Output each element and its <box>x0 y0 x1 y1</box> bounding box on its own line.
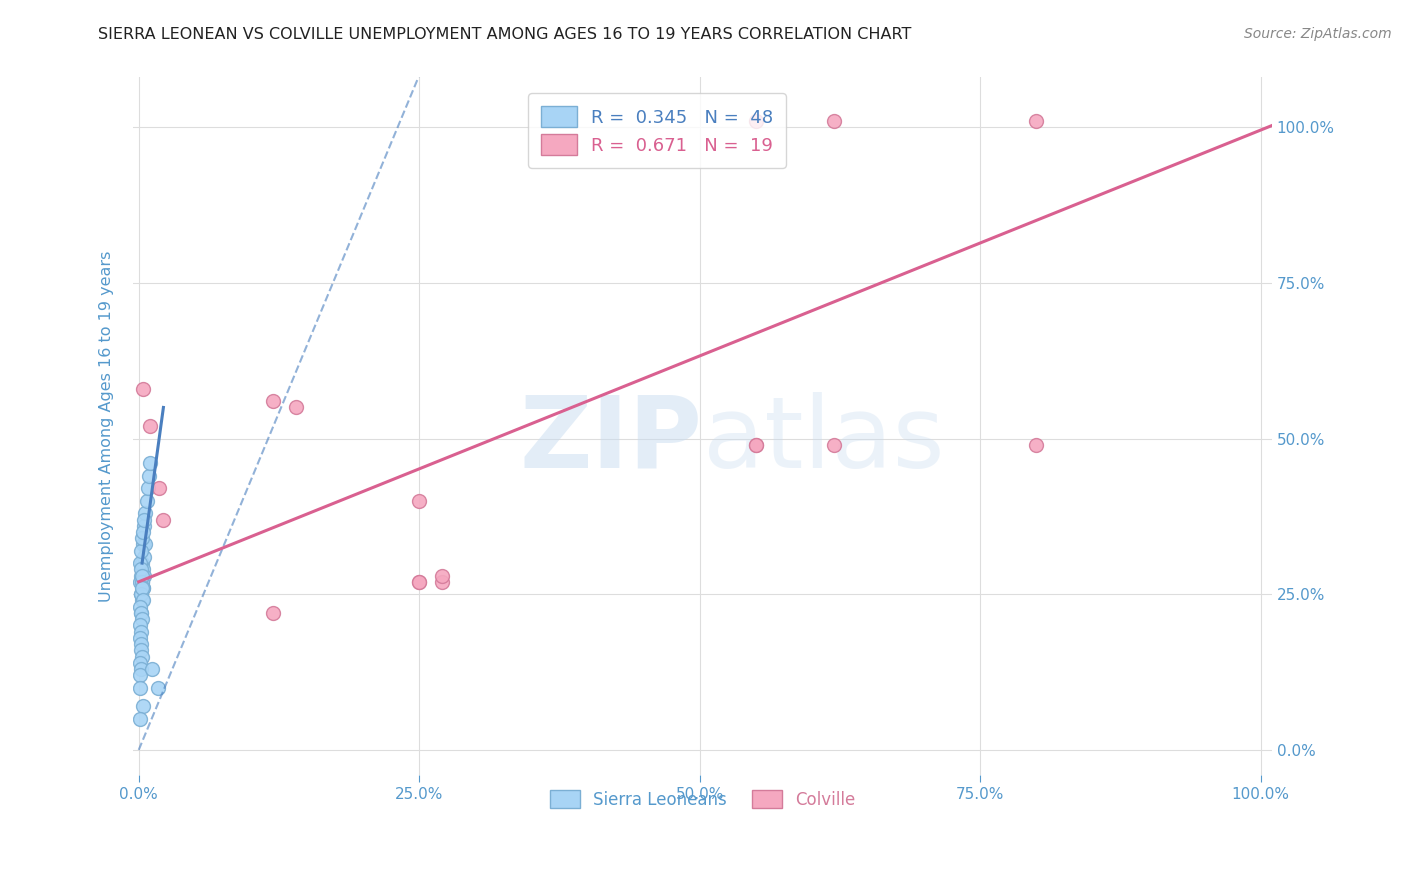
Y-axis label: Unemployment Among Ages 16 to 19 years: Unemployment Among Ages 16 to 19 years <box>100 251 114 602</box>
Point <box>262 394 284 409</box>
Point <box>284 401 307 415</box>
Point <box>128 599 150 614</box>
Legend: Sierra Leoneans, Colville: Sierra Leoneans, Colville <box>543 784 862 815</box>
Point <box>129 587 152 601</box>
Point <box>131 593 153 607</box>
Point <box>823 438 845 452</box>
Point <box>139 457 162 471</box>
Point <box>131 581 153 595</box>
Point <box>131 574 153 589</box>
Point <box>134 506 156 520</box>
Point <box>128 631 150 645</box>
Point <box>136 482 159 496</box>
Point <box>131 649 153 664</box>
Point <box>134 549 156 564</box>
Point <box>134 512 156 526</box>
Point <box>134 518 156 533</box>
Point <box>134 568 156 582</box>
Text: Source: ZipAtlas.com: Source: ZipAtlas.com <box>1244 27 1392 41</box>
Point <box>138 469 160 483</box>
Point <box>430 574 453 589</box>
Point <box>430 568 453 582</box>
Point <box>132 581 155 595</box>
Point <box>129 587 152 601</box>
Point <box>745 438 768 452</box>
Point <box>128 712 150 726</box>
Point <box>129 568 152 582</box>
Point <box>129 606 152 620</box>
Point <box>1025 114 1047 128</box>
Point <box>146 681 169 695</box>
Point <box>132 699 155 714</box>
Point <box>129 624 152 639</box>
Text: ZIP: ZIP <box>520 392 703 489</box>
Point <box>132 382 155 396</box>
Point <box>262 606 284 620</box>
Point <box>132 562 155 576</box>
Point <box>141 662 163 676</box>
Point <box>128 668 150 682</box>
Point <box>745 438 768 452</box>
Point <box>128 681 150 695</box>
Point <box>132 593 155 607</box>
Point <box>128 574 150 589</box>
Point <box>408 574 430 589</box>
Point <box>134 537 156 551</box>
Point <box>139 419 162 434</box>
Point <box>128 618 150 632</box>
Point <box>129 562 152 576</box>
Point <box>129 543 152 558</box>
Point <box>408 574 430 589</box>
Point <box>131 568 153 582</box>
Point <box>128 656 150 670</box>
Point <box>131 556 153 570</box>
Point <box>131 574 153 589</box>
Point <box>1025 438 1047 452</box>
Text: SIERRA LEONEAN VS COLVILLE UNEMPLOYMENT AMONG AGES 16 TO 19 YEARS CORRELATION CH: SIERRA LEONEAN VS COLVILLE UNEMPLOYMENT … <box>98 27 912 42</box>
Point <box>152 512 174 526</box>
Point <box>745 114 768 128</box>
Point <box>132 581 155 595</box>
Point <box>148 482 170 496</box>
Text: atlas: atlas <box>703 392 945 489</box>
Point <box>129 637 152 651</box>
Point <box>823 114 845 128</box>
Point <box>135 493 157 508</box>
Point <box>131 531 153 545</box>
Point <box>129 606 152 620</box>
Point <box>132 524 155 539</box>
Point <box>132 537 155 551</box>
Point <box>131 612 153 626</box>
Point <box>129 662 152 676</box>
Point <box>129 643 152 657</box>
Point <box>128 556 150 570</box>
Point <box>408 493 430 508</box>
